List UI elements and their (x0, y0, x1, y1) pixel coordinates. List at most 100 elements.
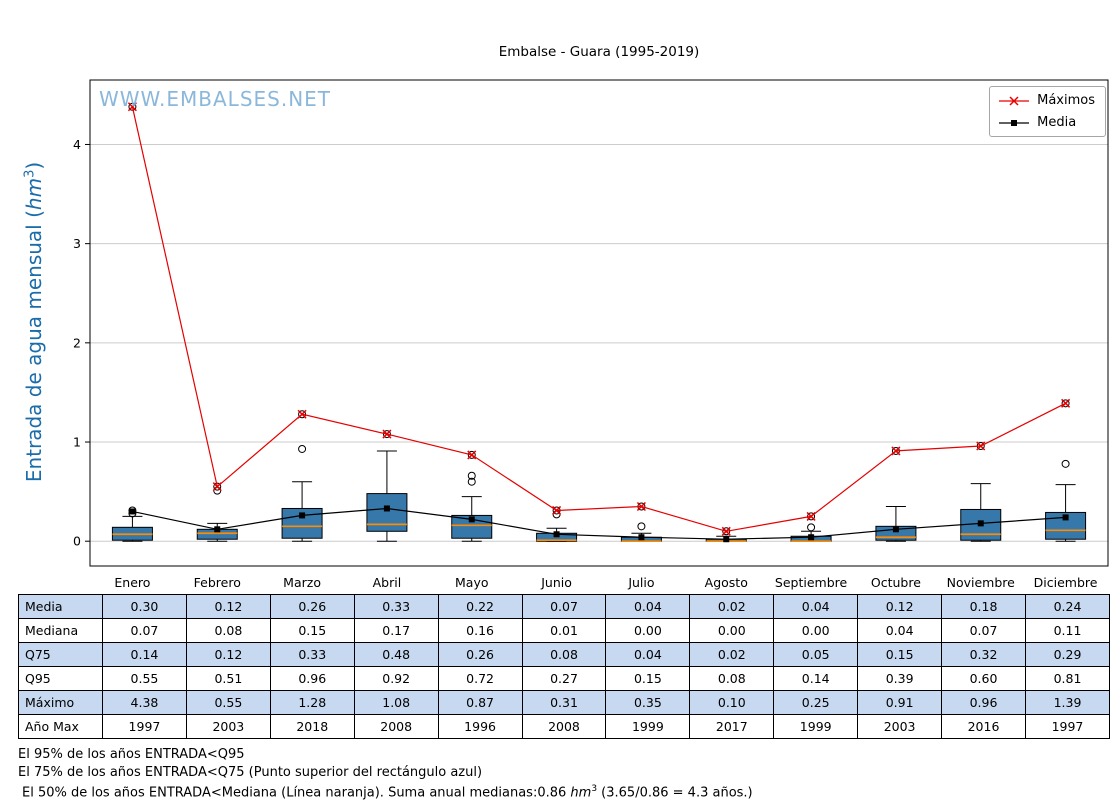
plot-border (89, 79, 1109, 567)
table-cell: 0.81 (1024, 666, 1111, 691)
table-row-máximo: Máximo 4.38 0.55 1.28 1.08 0.87 0.31 0.35 0.10 0.… (18, 690, 1111, 715)
table-cell: 0.07 (941, 618, 1026, 643)
y-tick-label: 4 (73, 137, 81, 152)
table-cell: 1.28 (269, 690, 355, 715)
table-cell: 0.12 (185, 594, 271, 619)
table-cell: 0.04 (773, 594, 859, 619)
table-cell: 0.00 (605, 618, 691, 643)
table-cell: 1997 (102, 714, 187, 739)
legend-item-maximos: Máximos (998, 93, 1095, 108)
x-tick-label: Septiembre (775, 575, 848, 590)
y-tick-label: 0 (73, 534, 81, 549)
table-cell: 1997 (1024, 714, 1111, 739)
maximos-line-icon (999, 95, 1030, 106)
row-label: Media (18, 594, 103, 619)
table-cell: 0.15 (857, 642, 943, 667)
maximos-marker (636, 501, 646, 512)
x-tick-label: Agosto (705, 575, 748, 590)
y-axis-unit: hm (22, 177, 46, 211)
media-marker (214, 526, 221, 533)
footnote-mediana: El 50% de los años ENTRADA<Mediana (Líne… (18, 781, 753, 802)
media-marker (299, 512, 306, 519)
media-marker (977, 520, 984, 527)
table-cell: 0.12 (185, 642, 271, 667)
table-cell: 0.26 (269, 594, 355, 619)
table-cell: 0.01 (521, 618, 607, 643)
table-cell: 0.27 (521, 666, 607, 691)
table-cell: 0.08 (689, 666, 775, 691)
y-axis-label: Entrada de agua mensual (hm3) (22, 162, 46, 482)
footnote-exponent: 3 (591, 784, 598, 794)
table-cell: 0.18 (941, 594, 1026, 619)
table-cell: 0.25 (773, 690, 859, 715)
boxplot-marzo (281, 410, 323, 542)
series-maximos (127, 102, 1071, 536)
boxplot-enero (111, 102, 153, 542)
y-tick-label: 3 (73, 236, 81, 251)
table-cell: 0.24 (1024, 594, 1111, 619)
table-cell: 0.02 (689, 594, 775, 619)
outlier-point (467, 450, 476, 459)
media-marker (638, 534, 645, 541)
y-tick-label: 2 (73, 335, 81, 350)
table-cell: 1999 (605, 714, 691, 739)
table-cell: 0.91 (857, 690, 943, 715)
table-cell: 0.04 (605, 642, 691, 667)
y-axis-ticks: 0 1 2 3 4 (73, 137, 90, 549)
legend-label-media: Media (1037, 115, 1077, 130)
table-cell: 2008 (353, 714, 439, 739)
footnote-mediana-text: El 50% de los años ENTRADA<Mediana (Líne… (22, 785, 571, 801)
legend-item-media: Media (998, 115, 1095, 130)
table-cell: 1.39 (1024, 690, 1111, 715)
table-cell: 0.48 (353, 642, 439, 667)
row-label: Q95 (18, 666, 103, 691)
table-cell: 0.07 (102, 618, 187, 643)
footnote-mediana-close: (3.65/0.86 = 4.3 años.) (597, 785, 753, 801)
boxplots (111, 102, 1087, 543)
row-label: Q75 (18, 642, 103, 667)
x-tick-labels: Enero Febrero Marzo Abril Mayo Junio Julio Agos… (114, 575, 1097, 590)
maximos-marker (806, 511, 816, 521)
table-cell: 0.60 (941, 666, 1026, 691)
table-row-año-max: Año Max 1997 2003 2018 2008 1996 2008 1999 2017 1… (18, 714, 1111, 739)
table-row-media: Media 0.30 0.12 0.26 0.33 0.22 0.07 0.04 0.02 0.0… (18, 594, 1111, 619)
table-cell: 0.33 (269, 642, 355, 667)
table-cell: 0.29 (1024, 642, 1111, 667)
legend: Máximos Media (989, 86, 1106, 137)
outlier-point (1061, 459, 1070, 468)
media-marker (892, 526, 899, 533)
media-marker (383, 505, 390, 512)
table-cell: 0.87 (437, 690, 523, 715)
media-marker (1062, 514, 1069, 521)
boxplot-noviembre (960, 441, 1002, 542)
table-cell: 0.04 (857, 618, 943, 643)
maximos-marker (976, 441, 986, 451)
table-cell: 0.14 (773, 666, 859, 691)
table-cell: 2003 (185, 714, 271, 739)
outlier-point (298, 410, 307, 419)
chart-title: Embalse - Guara (1995-2019) (498, 44, 700, 60)
y-axis-label-text: Entrada de agua mensual ( (22, 210, 46, 483)
table-cell: 0.14 (102, 642, 187, 667)
table-cell: 0.00 (689, 618, 775, 643)
x-tick-label: Abril (373, 575, 402, 590)
table-cell: 2016 (941, 714, 1026, 739)
table-cell: 0.08 (185, 618, 271, 643)
x-tick-label: Marzo (283, 575, 321, 590)
stats-table: Media 0.30 0.12 0.26 0.33 0.22 0.07 0.04 0.02 0.0… (18, 594, 1111, 739)
table-cell: 2018 (269, 714, 355, 739)
maximos-marker (212, 482, 222, 492)
table-cell: 0.30 (102, 594, 187, 619)
boxplot-chart: 0 1 2 3 4 Enero Febrero Marzo Abril Mayo Junio Juli… (73, 79, 1109, 590)
media-marker (129, 508, 136, 515)
table-cell: 0.10 (689, 690, 775, 715)
footnote-q75: El 75% de los años ENTRADA<Q75 (Punto su… (18, 764, 483, 780)
table-cell: 0.04 (605, 594, 691, 619)
maximos-marker (297, 409, 307, 419)
legend-label-maximos: Máximos (1037, 93, 1095, 108)
outlier-point (1061, 399, 1070, 408)
table-cell: 0.02 (689, 642, 775, 667)
outlier-point (382, 430, 391, 439)
table-cell: 0.33 (353, 594, 439, 619)
table-cell: 0.15 (605, 666, 691, 691)
